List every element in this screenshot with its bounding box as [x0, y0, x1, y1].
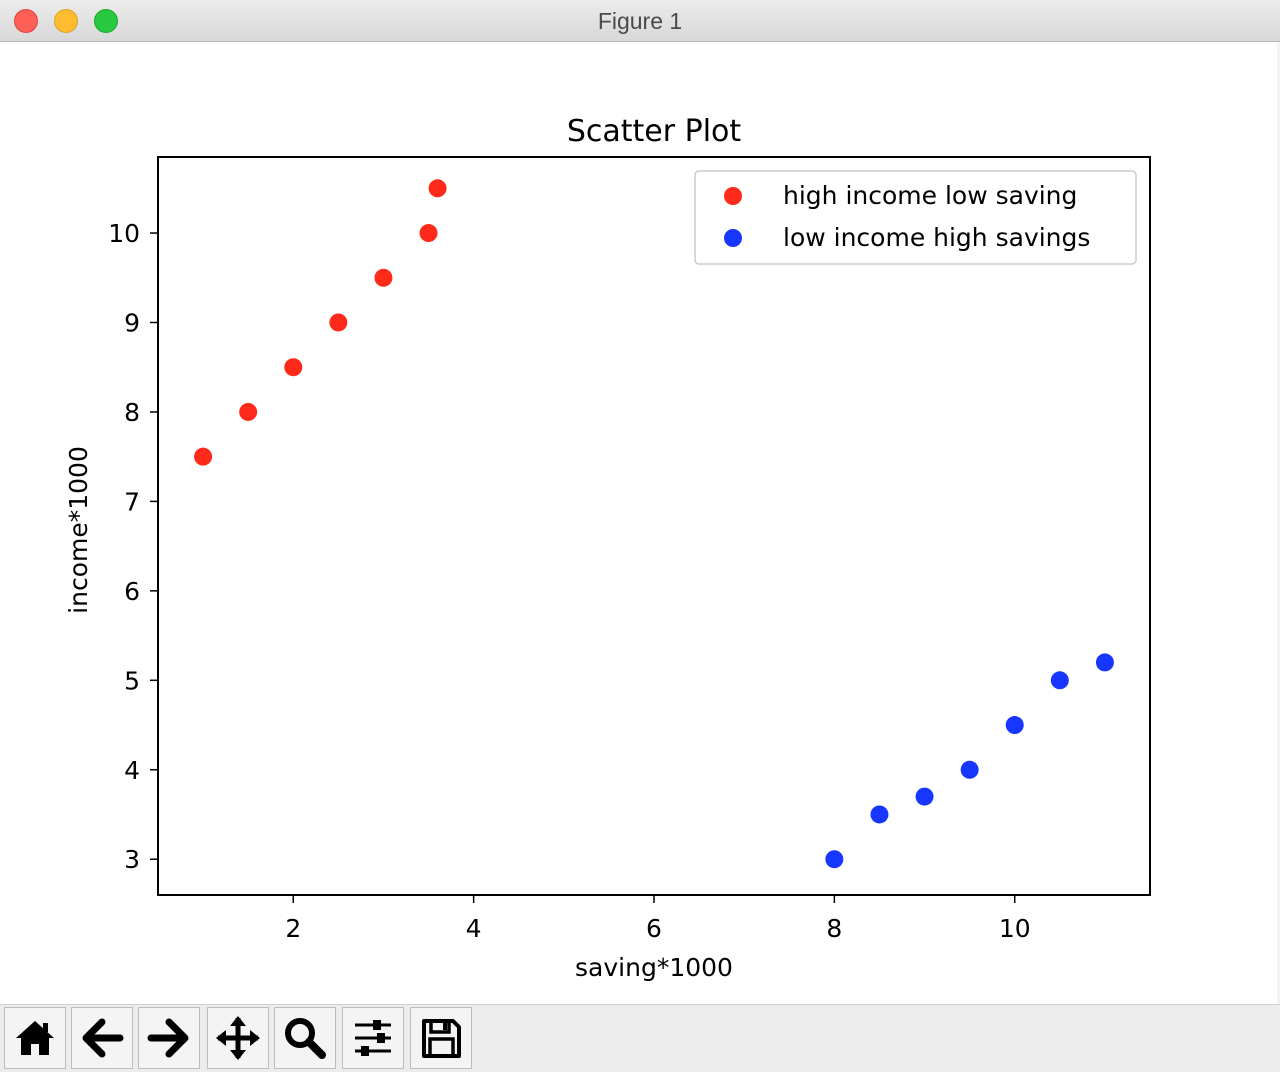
- configure-subplots-button[interactable]: [342, 1007, 404, 1069]
- move-icon: [216, 1016, 260, 1060]
- window-right-edge: [1277, 42, 1280, 1004]
- legend-label-low-income-high-savings: low income high savings: [783, 223, 1090, 252]
- y-tick-label: 9: [124, 308, 140, 337]
- data-point-series-0: [329, 313, 348, 332]
- data-point-series-1: [1050, 671, 1069, 690]
- minimize-window-button[interactable]: [54, 9, 78, 33]
- x-axis: 2 4 6 8 10: [285, 895, 1031, 943]
- window-title: Figure 1: [597, 8, 683, 34]
- data-point-series-1: [915, 787, 934, 806]
- close-window-button[interactable]: [14, 9, 38, 33]
- data-point-series-0: [194, 447, 213, 466]
- x-axis-label: saving*1000: [575, 953, 733, 982]
- sliders-icon: [355, 1020, 391, 1056]
- data-point-series-0: [428, 179, 447, 198]
- data-point-series-1: [960, 760, 979, 779]
- pan-button[interactable]: [207, 1007, 269, 1069]
- legend: high income low saving low income high s…: [694, 170, 1137, 265]
- y-tick-label: 10: [108, 219, 140, 248]
- y-tick-label: 7: [124, 487, 140, 516]
- data-point-series-0: [239, 402, 258, 421]
- legend-marker-high-income-low-saving: [724, 187, 742, 205]
- home-button[interactable]: [4, 1007, 66, 1069]
- legend-label-high-income-low-saving: high income low saving: [783, 181, 1077, 210]
- scatter-chart: Scatter Plot 2 4 6 8 10 3 4 5 6 7 8 9 10 saving*100…: [64, 114, 1151, 982]
- legend-box: [694, 170, 1137, 265]
- y-axis-label: income*1000: [64, 446, 93, 614]
- data-point-series-1: [825, 850, 844, 869]
- data-point-series-0: [374, 268, 393, 287]
- y-tick-label: 4: [124, 756, 140, 785]
- data-point-series-1: [1005, 716, 1024, 735]
- y-tick-label: 3: [124, 845, 140, 874]
- back-button[interactable]: [71, 1007, 133, 1069]
- plot-area: [157, 156, 1151, 896]
- zoom-window-button[interactable]: [94, 9, 118, 33]
- floppy-disk-icon: [422, 1019, 461, 1058]
- magnifier-icon: [285, 1018, 326, 1059]
- x-tick-label: 4: [466, 914, 482, 943]
- figure-canvas: Scatter Plot 2 4 6 8 10 3 4 5 6 7 8 9 10 saving*100…: [0, 42, 1280, 1004]
- zoom-button[interactable]: [274, 1007, 336, 1069]
- y-axis: 3 4 5 6 7 8 9 10: [108, 219, 158, 874]
- arrow-right-icon: [147, 1018, 189, 1058]
- x-tick-label: 2: [285, 914, 301, 943]
- forward-button[interactable]: [138, 1007, 200, 1069]
- save-button[interactable]: [410, 1007, 472, 1069]
- x-tick-label: 8: [826, 914, 842, 943]
- x-tick-label: 10: [999, 914, 1031, 943]
- arrow-left-icon: [82, 1018, 124, 1058]
- data-point-series-1: [870, 805, 889, 824]
- navigation-toolbar: [0, 1004, 1280, 1072]
- data-points: [194, 179, 1114, 869]
- data-point-series-0: [284, 358, 303, 377]
- y-tick-label: 6: [124, 577, 140, 606]
- legend-marker-low-income-high-savings: [724, 229, 742, 247]
- data-point-series-0: [419, 224, 438, 243]
- window-titlebar: Figure 1: [0, 0, 1280, 42]
- y-tick-label: 8: [124, 398, 140, 427]
- x-tick-label: 6: [646, 914, 662, 943]
- chart-title: Scatter Plot: [567, 114, 742, 149]
- home-icon: [16, 1021, 54, 1055]
- data-point-series-1: [1095, 653, 1114, 672]
- y-tick-label: 5: [124, 666, 140, 695]
